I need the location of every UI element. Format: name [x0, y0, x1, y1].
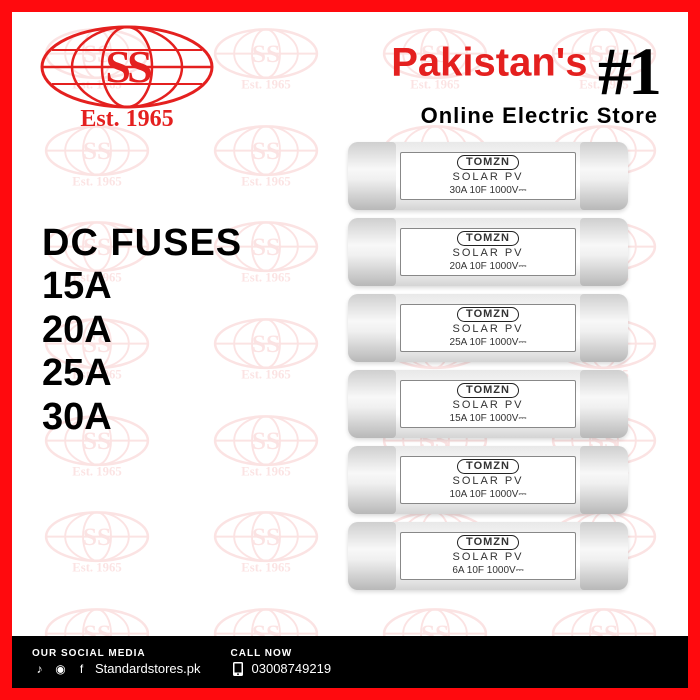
watermark-logo: SS Est. 1965 — [12, 495, 181, 592]
svg-text:SS: SS — [251, 522, 279, 551]
fuse-cap — [348, 142, 396, 210]
svg-text:SS: SS — [105, 41, 151, 92]
fuse-cap — [348, 218, 396, 286]
svg-text:Est. 1965: Est. 1965 — [72, 174, 121, 188]
fuse-cap — [580, 446, 628, 514]
svg-text:Est. 1965: Est. 1965 — [241, 78, 290, 92]
fuse-cap — [580, 370, 628, 438]
fuse-cap — [348, 522, 396, 590]
fuse-brand: TOMZN — [457, 231, 519, 247]
product-info: DC FUSES 15A20A25A30A — [42, 222, 242, 440]
fuse-solar: SOLAR PV — [452, 551, 523, 565]
svg-text:Est. 1965: Est. 1965 — [241, 464, 290, 478]
headline: Pakistan's #1 Online Electric Store — [391, 32, 658, 129]
svg-text:Est. 1965: Est. 1965 — [72, 464, 121, 478]
fuse-label: TOMZN SOLAR PV 20A 10F 1000V⎓ — [400, 228, 576, 276]
fuse-solar: SOLAR PV — [452, 399, 523, 413]
brand-logo: SS Est. 1965 — [32, 22, 222, 137]
logo-est-text: Est. 1965 — [80, 106, 173, 132]
svg-text:SS: SS — [251, 232, 279, 261]
fuse-item: TOMZN SOLAR PV 6A 10F 1000V⎓ — [348, 522, 628, 590]
svg-text:Est. 1965: Est. 1965 — [241, 174, 290, 188]
headline-line1: Pakistan's — [391, 41, 587, 85]
fuse-label: TOMZN SOLAR PV 25A 10F 1000V⎓ — [400, 304, 576, 352]
call-header: CALL NOW — [231, 648, 332, 659]
fuse-item: TOMZN SOLAR PV 15A 10F 1000V⎓ — [348, 370, 628, 438]
fuse-label: TOMZN SOLAR PV 6A 10F 1000V⎓ — [400, 532, 576, 580]
facebook-icon: f — [74, 661, 89, 676]
rating-item: 20A — [42, 309, 242, 353]
rating-item: 25A — [42, 352, 242, 396]
svg-text:Est. 1965: Est. 1965 — [241, 561, 290, 575]
fuse-label: TOMZN SOLAR PV 15A 10F 1000V⎓ — [400, 380, 576, 428]
fuse-cap — [580, 522, 628, 590]
fuse-item: TOMZN SOLAR PV 10A 10F 1000V⎓ — [348, 446, 628, 514]
instagram-icon: ◉ — [53, 661, 68, 676]
fuse-label: TOMZN SOLAR PV 30A 10F 1000V⎓ — [400, 152, 576, 200]
svg-text:SS: SS — [251, 329, 279, 358]
fuse-solar: SOLAR PV — [452, 171, 523, 185]
fuse-spec: 15A 10F 1000V⎓ — [450, 413, 527, 426]
fuse-spec: 20A 10F 1000V⎓ — [450, 261, 527, 274]
svg-text:SS: SS — [251, 39, 279, 68]
footer-bar: OUR SOCIAL MEDIA ♪ ◉ f Standardstores.pk… — [12, 636, 688, 688]
fuse-spec: 10A 10F 1000V⎓ — [450, 489, 527, 502]
phone-number: 03008749219 — [252, 661, 332, 676]
fuse-cap — [348, 370, 396, 438]
headline-hash: #1 — [598, 33, 658, 109]
rating-item: 15A — [42, 265, 242, 309]
social-section: OUR SOCIAL MEDIA ♪ ◉ f Standardstores.pk — [32, 648, 201, 676]
fuse-brand: TOMZN — [457, 459, 519, 475]
fuse-brand: TOMZN — [457, 155, 519, 171]
fuse-brand: TOMZN — [457, 307, 519, 323]
svg-text:SS: SS — [82, 522, 110, 551]
fuse-brand: TOMZN — [457, 535, 519, 551]
svg-text:SS: SS — [82, 136, 110, 165]
svg-text:Est. 1965: Est. 1965 — [72, 561, 121, 575]
social-header: OUR SOCIAL MEDIA — [32, 648, 201, 659]
headline-line2: Online Electric Store — [391, 103, 658, 129]
svg-text:SS: SS — [251, 136, 279, 165]
fuse-cap — [348, 294, 396, 362]
svg-text:SS: SS — [251, 425, 279, 454]
watermark-logo: SS Est. 1965 — [181, 495, 350, 592]
rating-item: 30A — [42, 396, 242, 440]
fuse-cap — [348, 446, 396, 514]
fuse-spec: 25A 10F 1000V⎓ — [450, 337, 527, 350]
fuse-label: TOMZN SOLAR PV 10A 10F 1000V⎓ — [400, 456, 576, 504]
fuse-spec: 6A 10F 1000V⎓ — [452, 565, 523, 578]
fuse-solar: SOLAR PV — [452, 247, 523, 261]
fuse-solar: SOLAR PV — [452, 323, 523, 337]
product-card-frame: SS Est. 1965 SS Est. 1965 SS Est. 1965 S… — [0, 0, 700, 700]
product-title: DC FUSES — [42, 222, 242, 265]
fuse-item: TOMZN SOLAR PV 25A 10F 1000V⎓ — [348, 294, 628, 362]
tiktok-icon: ♪ — [32, 661, 47, 676]
fuse-spec: 30A 10F 1000V⎓ — [450, 185, 527, 198]
fuse-cap — [580, 142, 628, 210]
svg-text:Est. 1965: Est. 1965 — [241, 271, 290, 285]
fuse-item: TOMZN SOLAR PV 30A 10F 1000V⎓ — [348, 142, 628, 210]
fuse-solar: SOLAR PV — [452, 475, 523, 489]
fuse-cap — [580, 294, 628, 362]
fuse-brand: TOMZN — [457, 383, 519, 399]
social-handle: Standardstores.pk — [95, 661, 201, 676]
fuse-stack: TOMZN SOLAR PV 30A 10F 1000V⎓ TOMZN SOLA… — [348, 142, 628, 590]
phone-icon — [231, 661, 246, 676]
fuse-cap — [580, 218, 628, 286]
fuse-item: TOMZN SOLAR PV 20A 10F 1000V⎓ — [348, 218, 628, 286]
svg-text:Est. 1965: Est. 1965 — [241, 368, 290, 382]
call-section: CALL NOW 03008749219 — [231, 648, 332, 676]
